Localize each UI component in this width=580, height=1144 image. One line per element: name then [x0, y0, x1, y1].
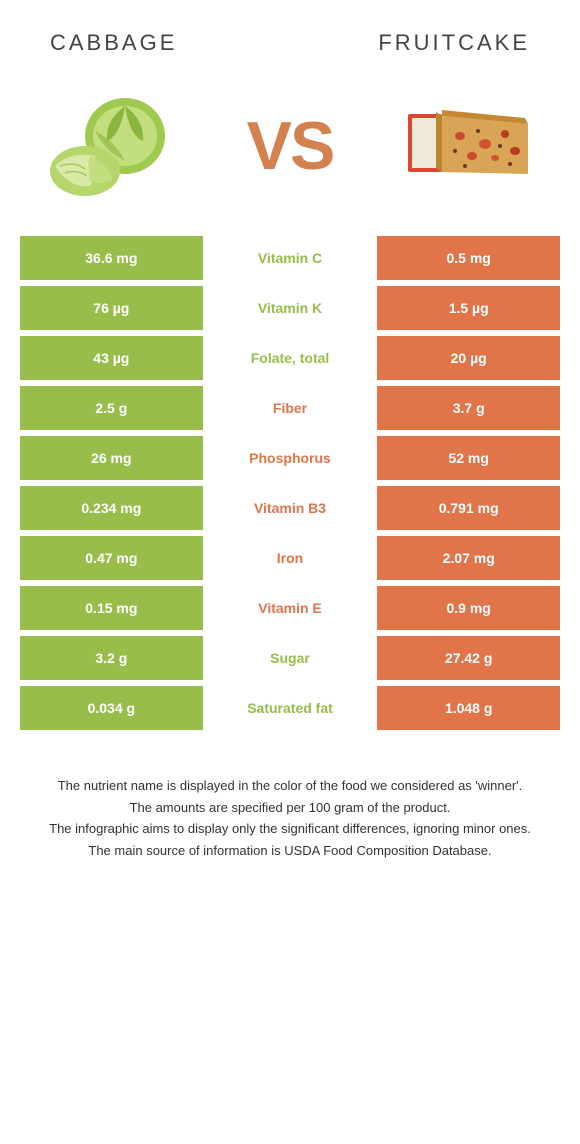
value-right: 52 mg	[377, 436, 560, 480]
value-right: 0.5 mg	[377, 236, 560, 280]
value-left: 0.47 mg	[20, 536, 203, 580]
value-left: 0.15 mg	[20, 586, 203, 630]
nutrient-label: Folate, total	[203, 336, 378, 380]
vs-label: VS	[247, 107, 334, 185]
value-right: 27.42 g	[377, 636, 560, 680]
cabbage-image	[40, 86, 180, 206]
footnote-line: The amounts are specified per 100 gram o…	[30, 798, 550, 818]
table-row: 76 µgVitamin K1.5 µg	[20, 286, 560, 330]
table-row: 36.6 mgVitamin C0.5 mg	[20, 236, 560, 280]
value-left: 43 µg	[20, 336, 203, 380]
fruitcake-image	[400, 86, 540, 206]
table-row: 3.2 gSugar27.42 g	[20, 636, 560, 680]
table-row: 2.5 gFiber3.7 g	[20, 386, 560, 430]
footnote-line: The infographic aims to display only the…	[30, 819, 550, 839]
table-row: 43 µgFolate, total20 µg	[20, 336, 560, 380]
value-right: 1.5 µg	[377, 286, 560, 330]
value-left: 76 µg	[20, 286, 203, 330]
nutrient-label: Vitamin B3	[203, 486, 378, 530]
value-left: 0.034 g	[20, 686, 203, 730]
value-right: 0.9 mg	[377, 586, 560, 630]
value-left: 0.234 mg	[20, 486, 203, 530]
nutrient-label: Phosphorus	[203, 436, 378, 480]
footnote-line: The main source of information is USDA F…	[30, 841, 550, 861]
value-left: 2.5 g	[20, 386, 203, 430]
value-left: 26 mg	[20, 436, 203, 480]
value-right: 20 µg	[377, 336, 560, 380]
nutrient-label: Iron	[203, 536, 378, 580]
table-row: 0.15 mgVitamin E0.9 mg	[20, 586, 560, 630]
footnotes: The nutrient name is displayed in the co…	[0, 736, 580, 882]
table-row: 26 mgPhosphorus52 mg	[20, 436, 560, 480]
table-row: 0.234 mgVitamin B30.791 mg	[20, 486, 560, 530]
nutrient-label: Sugar	[203, 636, 378, 680]
comparison-table: 36.6 mgVitamin C0.5 mg 76 µgVitamin K1.5 …	[0, 236, 580, 730]
value-right: 1.048 g	[377, 686, 560, 730]
food-right-title: FRUITCAKE	[378, 30, 530, 56]
nutrient-label: Vitamin C	[203, 236, 378, 280]
value-left: 3.2 g	[20, 636, 203, 680]
table-row: 0.034 gSaturated fat1.048 g	[20, 686, 560, 730]
value-right: 3.7 g	[377, 386, 560, 430]
value-left: 36.6 mg	[20, 236, 203, 280]
header: CABBAGE FRUITCAKE	[0, 0, 580, 66]
nutrient-label: Fiber	[203, 386, 378, 430]
nutrient-label: Vitamin E	[203, 586, 378, 630]
value-right: 2.07 mg	[377, 536, 560, 580]
images-row: VS	[0, 66, 580, 236]
nutrient-label: Vitamin K	[203, 286, 378, 330]
nutrient-label: Saturated fat	[203, 686, 378, 730]
footnote-line: The nutrient name is displayed in the co…	[30, 776, 550, 796]
table-row: 0.47 mgIron2.07 mg	[20, 536, 560, 580]
food-left-title: CABBAGE	[50, 30, 177, 56]
value-right: 0.791 mg	[377, 486, 560, 530]
